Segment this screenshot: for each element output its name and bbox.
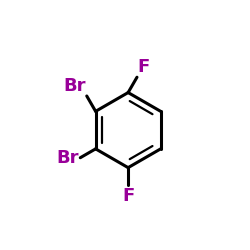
Text: F: F <box>122 187 134 205</box>
Text: Br: Br <box>56 150 79 168</box>
Text: F: F <box>138 58 150 76</box>
Text: Br: Br <box>64 77 86 95</box>
